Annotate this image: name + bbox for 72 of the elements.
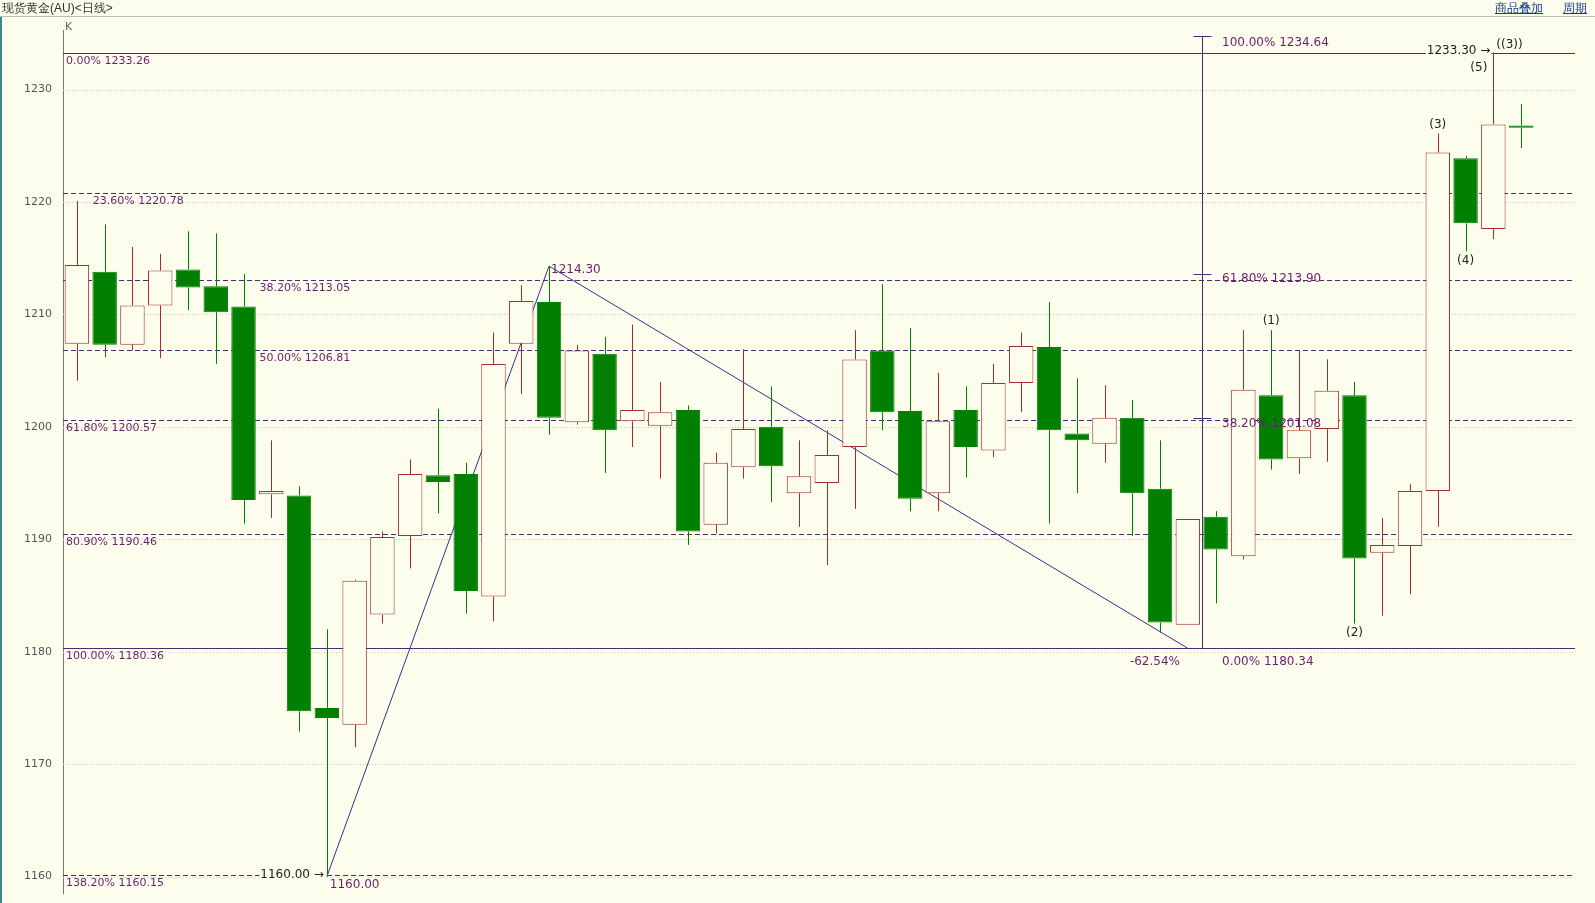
candlestick [175, 230, 201, 311]
candlestick [981, 363, 1006, 458]
annotation: 1214.30 [551, 262, 601, 277]
candlestick [1092, 384, 1117, 464]
candlestick [397, 458, 423, 569]
y-tick-label: 1200 [24, 419, 52, 433]
candlestick [203, 232, 228, 365]
annotation: (2) [1345, 624, 1363, 639]
ref-line-label: 61.80% 1200.57 [66, 420, 157, 434]
candlestick [897, 327, 923, 512]
candlestick [592, 336, 617, 474]
candlestick [64, 200, 90, 382]
candlestick [647, 381, 673, 480]
candlestick [1453, 155, 1478, 252]
candlestick [1120, 399, 1145, 537]
candlestick [92, 223, 117, 358]
ref-line-label: 38.20% 1213.05 [259, 280, 351, 294]
y-tick-label: 1190 [24, 532, 52, 546]
candlestick [370, 530, 395, 625]
candlestick [675, 404, 701, 546]
candlestick [453, 462, 478, 614]
text: 商品叠加 [1495, 1, 1543, 15]
y-tick-label: 1170 [24, 756, 52, 770]
annotation: -62.54% [1129, 654, 1180, 669]
annotation: (3) [1429, 116, 1447, 131]
annotation: (1) [1262, 313, 1280, 328]
candlestick [786, 439, 812, 528]
ref-line-label: 50.00% 1206.81 [259, 350, 351, 364]
candlestick [1147, 439, 1173, 634]
candlestick [509, 284, 534, 395]
candlestick [842, 329, 867, 510]
candlestick [953, 385, 978, 478]
candlestick [870, 283, 895, 431]
candlestick [1397, 483, 1423, 595]
candlestick [620, 324, 645, 448]
annotation: 0.00% 1180.34 [1222, 654, 1314, 669]
candlestick [314, 628, 340, 878]
candlestick [1008, 331, 1034, 413]
candlestick [231, 273, 256, 525]
candlestick [814, 429, 839, 566]
text: 周期 [1563, 1, 1587, 15]
y-tick-label: 1160 [24, 869, 52, 883]
candlestick [925, 372, 951, 512]
candlestick [1342, 381, 1367, 625]
candlestick [1036, 301, 1062, 525]
annotation: 1160.00 [329, 876, 380, 891]
candlestick [1370, 517, 1395, 617]
annotation: 1160.00 → [260, 866, 324, 881]
y-tick-label: 1210 [24, 307, 52, 321]
ref-line-label: 100.00% 1180.36 [66, 648, 164, 662]
candlestick [759, 385, 784, 503]
annotation: (4) [1457, 252, 1475, 267]
annotation: ((3)) [1496, 36, 1523, 51]
candlestick [286, 485, 312, 733]
annotation: 1233.30 → [1426, 42, 1491, 57]
candlestick [147, 253, 173, 359]
ref-line-label: 23.60% 1220.78 [92, 193, 184, 207]
ref-line-label: 138.20% 1160.15 [66, 875, 164, 889]
chart-title: 现货黄金(AU)<日线> [2, 0, 113, 17]
y-tick-label: 1180 [24, 644, 52, 658]
candlestick [1203, 510, 1228, 604]
candlestick [731, 348, 756, 480]
ref-line-label: 0.00% 1233.26 [66, 53, 150, 67]
candlestick [703, 452, 728, 535]
candlestick [425, 408, 451, 514]
ref-line-label: 80.90% 1190.46 [66, 534, 157, 548]
chart-subtitle: K [65, 20, 73, 34]
candlestick [1425, 132, 1451, 528]
annotation: (5) [1470, 59, 1488, 74]
y-tick-label: 1220 [24, 194, 52, 208]
annotation: 100.00% 1234.64 [1222, 35, 1329, 50]
y-tick-label: 1230 [24, 82, 52, 96]
